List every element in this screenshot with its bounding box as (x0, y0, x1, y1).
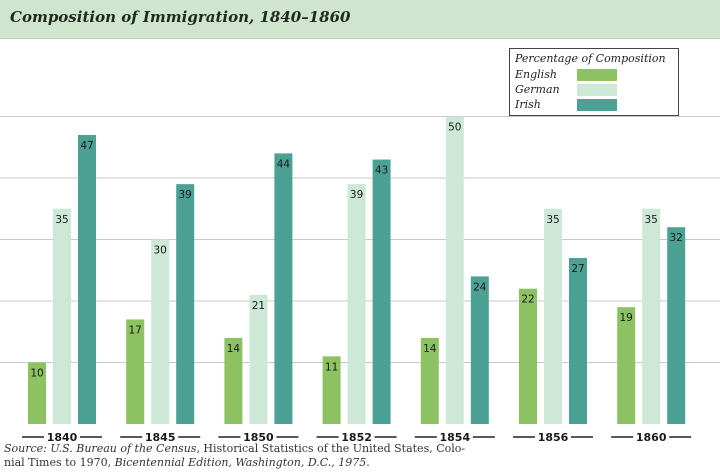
bar-value-label: 19 (620, 312, 633, 324)
legend-item-english: English (515, 68, 675, 84)
bar-irish (569, 257, 587, 424)
bar-value-label: 30 (154, 245, 167, 257)
bar-english (28, 362, 46, 424)
x-tick-label: 1840 (47, 431, 78, 444)
bar-german (249, 294, 268, 424)
bar-value-label: 47 (80, 140, 93, 152)
bar-english (224, 337, 243, 424)
legend-label-irish: Irish (515, 98, 541, 111)
legend-swatch-english (577, 69, 617, 81)
legend-label-german: German (515, 83, 560, 96)
bar-value-label: 11 (325, 361, 338, 373)
bar-german (642, 208, 661, 424)
bar-value-label: 39 (350, 189, 363, 201)
title-band: Composition of Immigration, 1840–1860 (0, 0, 720, 39)
legend: Percentage of Composition English German… (509, 48, 679, 116)
bar-german (445, 116, 464, 424)
bar-value-label: 14 (423, 343, 437, 355)
source-note: Source: U.S. Bureau of the Census, Histo… (4, 442, 474, 470)
bar-english (322, 356, 341, 424)
bar-value-label: 22 (521, 294, 534, 306)
bar-value-label: 35 (546, 214, 559, 226)
legend-title: Percentage of Composition (515, 52, 666, 65)
bar-english (420, 337, 439, 424)
bar-value-label: 39 (179, 189, 192, 201)
x-tick-label: 1845 (145, 431, 176, 444)
bar-irish (274, 153, 293, 424)
bar-english (126, 319, 145, 424)
source-text-1: , Historical Statistics of the United St… (196, 442, 466, 455)
bar-value-label: 21 (252, 300, 265, 312)
bar-value-label: 35 (55, 214, 68, 226)
bar-german (544, 208, 562, 424)
bar-german (151, 239, 170, 424)
bar-german (53, 208, 71, 424)
x-tick-label: 1860 (636, 431, 667, 444)
source-edition: Bicentennial Edition, Washington, D.C., … (114, 456, 370, 469)
chart-title: Composition of Immigration, 1840–1860 (10, 8, 351, 26)
bar-english (617, 307, 636, 424)
bar-irish (667, 227, 686, 424)
legend-swatch-irish (577, 99, 617, 111)
legend-label-english: English (515, 68, 557, 81)
bar-value-label: 32 (670, 232, 683, 244)
bar-value-label: 43 (375, 165, 388, 177)
bar-value-label: 27 (571, 263, 584, 275)
bar-value-label: 24 (473, 281, 487, 293)
bar-irish (372, 159, 391, 425)
x-tick-label: 1856 (538, 431, 569, 444)
bar-irish (176, 184, 195, 424)
bar-irish (78, 134, 96, 424)
source-text-2: nial Times to 1970, (4, 456, 115, 469)
legend-item-german: German (515, 83, 675, 99)
bar-value-label: 14 (227, 343, 241, 355)
source-prefix: Source: (4, 442, 51, 455)
x-tick-label: 1850 (243, 431, 274, 444)
bar-value-label: 10 (30, 368, 43, 380)
bar-irish (470, 276, 489, 424)
source-agency: U.S. Bureau of the Census (50, 442, 197, 455)
bar-value-label: 17 (129, 324, 142, 336)
x-tick-label: 1854 (439, 431, 470, 444)
legend-item-irish: Irish (515, 98, 675, 114)
legend-swatch-german (577, 84, 617, 96)
bar-value-label: 50 (448, 122, 461, 134)
bar-value-label: 44 (277, 158, 291, 170)
bar-english (519, 288, 537, 424)
x-tick-label: 1852 (341, 431, 372, 444)
bar-value-label: 35 (645, 214, 658, 226)
bar-german (347, 184, 366, 424)
